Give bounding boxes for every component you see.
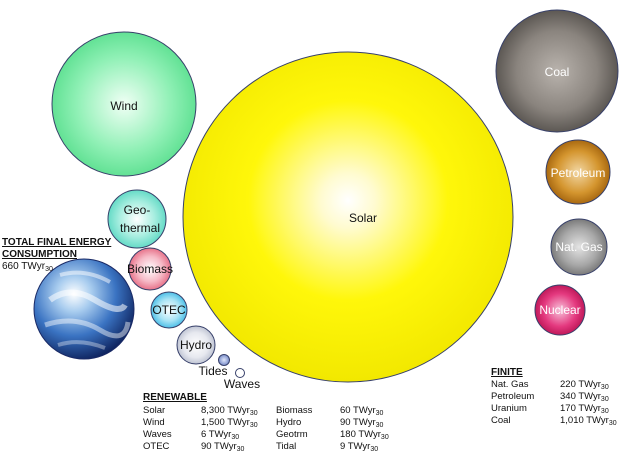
bubble-label-petroleum: Petroleum xyxy=(551,166,606,180)
finite-table: Nat. Gas 220 TWyr30 Petroleum 340 TWyr30 Ura… xyxy=(491,379,624,427)
renewable-source: Hydro xyxy=(276,417,302,428)
renewable-source: Tidal xyxy=(276,441,297,452)
bubble-waves: Waves xyxy=(224,368,260,391)
bubble-solar: Solar xyxy=(182,51,514,383)
bubble-label-solar: Solar xyxy=(349,211,377,225)
renewable-source: Solar xyxy=(143,405,166,416)
renewable-value: 1,500 TWyr30 xyxy=(201,417,258,429)
earth-globe xyxy=(33,258,135,360)
bubble-label-waves: Waves xyxy=(224,377,260,391)
bubble-label-otec: OTEC xyxy=(152,303,186,317)
renewable-value: 90 TWyr30 xyxy=(340,417,384,429)
renewable-value: 6 TWyr30 xyxy=(201,429,240,441)
bubble-label-wind: Wind xyxy=(110,99,137,113)
bubble-label-coal: Coal xyxy=(545,65,570,79)
finite-source: Petroleum xyxy=(491,391,535,402)
renewable-row: Solar 8,300 TWyr30 Biomass 60 TWyr30 xyxy=(143,405,400,417)
finite-value: 170 TWyr30 xyxy=(560,403,609,415)
bubble-biomass: Biomass xyxy=(127,247,173,291)
bubble-label-natgas: Nat. Gas xyxy=(555,240,602,254)
renewable-value: 90 TWyr30 xyxy=(201,441,245,453)
bubble-tides: Tides xyxy=(199,354,230,378)
renewable-value: 60 TWyr30 xyxy=(340,405,384,417)
bubble-otec: OTEC xyxy=(150,291,188,329)
bubble-natgas: Nat. Gas xyxy=(550,218,608,276)
bubble-label-geothermal-2: thermal xyxy=(120,221,160,235)
renewable-source: Geotrm xyxy=(276,429,308,440)
finite-row: Petroleum 340 TWyr30 xyxy=(491,391,624,403)
finite-source: Uranium xyxy=(491,403,527,414)
consumption-value: 660 TWyr30 xyxy=(2,261,53,273)
finite-row: Coal 1,010 TWyr30 xyxy=(491,415,624,427)
renewable-value: 180 TWyr30 xyxy=(340,429,389,441)
renewable-source: Wind xyxy=(143,417,165,428)
finite-value: 1,010 TWyr30 xyxy=(560,415,617,427)
finite-row: Nat. Gas 220 TWyr30 xyxy=(491,379,624,391)
bubble-hydro: Hydro xyxy=(176,325,216,365)
bubble-wind: Wind xyxy=(51,31,197,177)
bubble-petroleum: Petroleum xyxy=(545,139,611,205)
finite-value: 220 TWyr30 xyxy=(560,379,609,391)
renewable-source: OTEC xyxy=(143,441,170,452)
renewable-row: OTEC 90 TWyr30 Tidal 9 TWyr30 xyxy=(143,441,400,453)
finite-title: FINITE xyxy=(491,367,523,378)
renewable-value: 8,300 TWyr30 xyxy=(201,405,258,417)
finite-source: Coal xyxy=(491,415,511,426)
renewable-title: RENEWABLE xyxy=(143,392,207,403)
renewable-row: Waves 6 TWyr30 Geotrm 180 TWyr30 xyxy=(143,429,400,441)
finite-source: Nat. Gas xyxy=(491,379,529,390)
consumption-title-1: TOTAL FINAL ENERGY xyxy=(2,237,112,248)
bubble-coal: Coal xyxy=(495,9,619,133)
finite-value: 340 TWyr30 xyxy=(560,391,609,403)
renewable-source: Biomass xyxy=(276,405,313,416)
bubble-nuclear: Nuclear xyxy=(534,284,586,336)
renewable-row: Wind 1,500 TWyr30 Hydro 90 TWyr30 xyxy=(143,417,400,429)
renewable-source: Waves xyxy=(143,429,172,440)
bubble-label-hydro: Hydro xyxy=(180,338,212,352)
finite-row: Uranium 170 TWyr30 xyxy=(491,403,624,415)
bubble-label-biomass: Biomass xyxy=(127,262,173,276)
bubble-geothermal: Geo- thermal xyxy=(107,189,167,249)
bubble-label-nuclear: Nuclear xyxy=(539,303,580,317)
bubble-label-tides: Tides xyxy=(199,364,228,378)
consumption-title-2: CONSUMPTION xyxy=(2,249,77,260)
consumption-label: TOTAL FINAL ENERGY CONSUMPTION 660 TWyr3… xyxy=(2,237,111,273)
renewable-value: 9 TWyr30 xyxy=(340,441,379,453)
renewable-table: Solar 8,300 TWyr30 Biomass 60 TWyr30 Wind 1,5… xyxy=(143,405,400,453)
bubble-label-geothermal-1: Geo- xyxy=(124,203,151,217)
